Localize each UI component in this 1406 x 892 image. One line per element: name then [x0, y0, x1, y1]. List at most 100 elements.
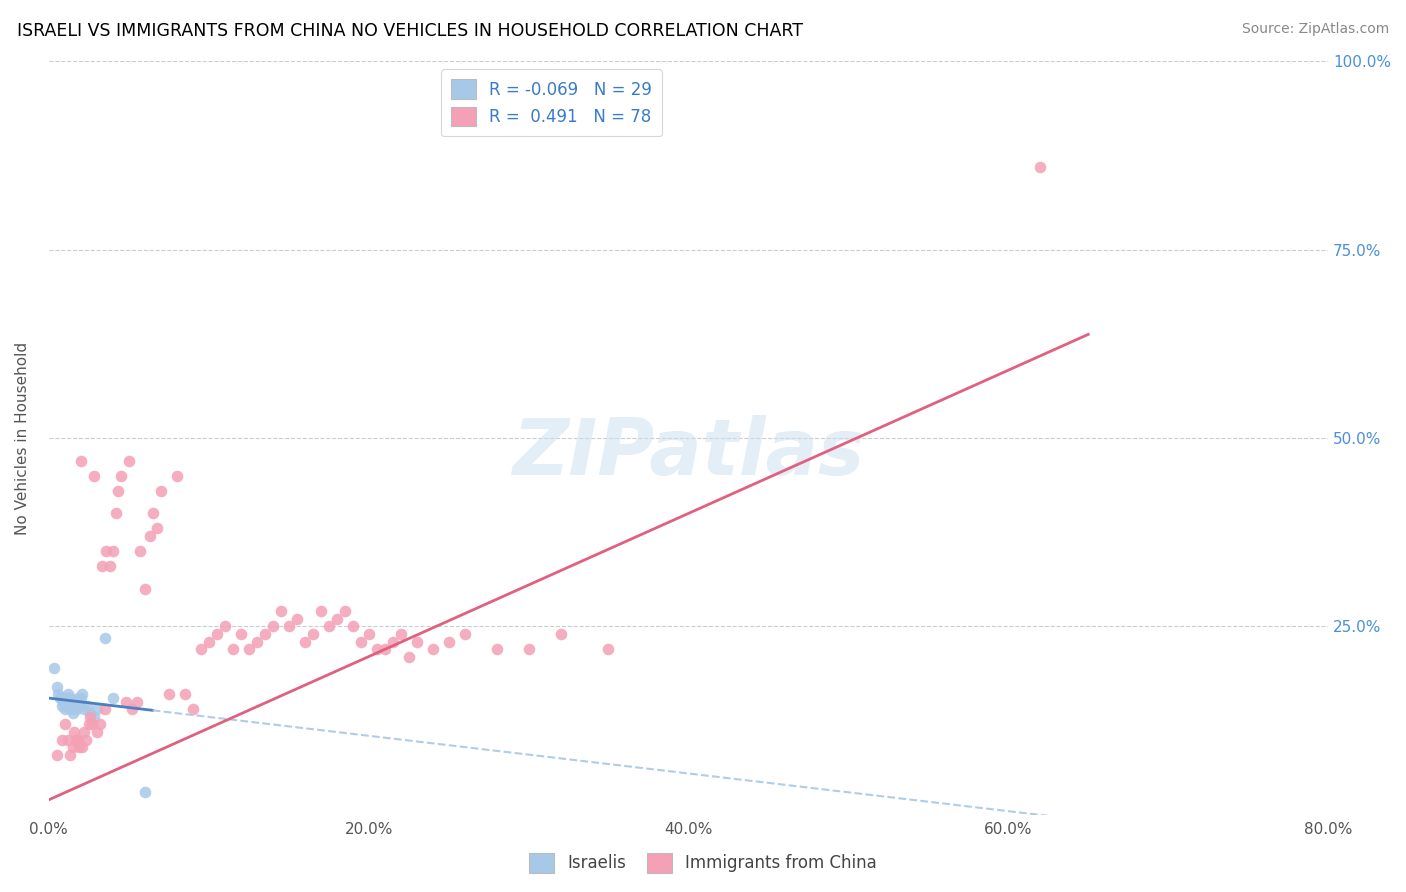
Point [76, 698, 98, 713]
Point [325, 612, 347, 626]
Point [381, 634, 404, 648]
Point [83, 468, 105, 483]
Point [67, 698, 90, 713]
Point [138, 529, 160, 543]
Point [89, 717, 111, 731]
Point [69, 453, 91, 467]
Point [110, 468, 132, 483]
Point [262, 619, 284, 633]
Point [79, 706, 101, 721]
Point [485, 642, 508, 657]
Point [53, 691, 76, 706]
Point [73, 725, 96, 739]
Point [517, 642, 540, 657]
Point [389, 627, 412, 641]
Text: ZIPatlas: ZIPatlas [512, 415, 865, 491]
Point [405, 634, 427, 648]
Point [101, 691, 124, 706]
Point [45, 747, 67, 762]
Point [221, 642, 243, 657]
Point [60, 702, 83, 716]
Point [190, 642, 212, 657]
Point [96, 544, 118, 558]
Point [246, 634, 269, 648]
Point [214, 619, 236, 633]
Point [107, 483, 129, 498]
Point [66, 732, 89, 747]
Point [101, 544, 124, 558]
Point [80, 717, 103, 731]
Point [42, 661, 65, 675]
Point [53, 702, 76, 716]
Point [398, 649, 420, 664]
Point [58, 691, 80, 706]
Point [142, 507, 165, 521]
Point [66, 691, 89, 706]
Point [333, 604, 356, 618]
Point [86, 725, 108, 739]
Point [238, 642, 260, 657]
Point [301, 627, 323, 641]
Text: Source: ZipAtlas.com: Source: ZipAtlas.com [1241, 22, 1389, 37]
Point [318, 619, 340, 633]
Point [277, 619, 299, 633]
Point [437, 634, 460, 648]
Point [253, 627, 276, 641]
Point [598, 642, 620, 657]
Point [149, 483, 172, 498]
Point [53, 717, 76, 731]
Point [65, 732, 87, 747]
Point [51, 691, 73, 706]
Point [349, 634, 371, 648]
Point [294, 634, 316, 648]
Point [134, 582, 156, 596]
Point [75, 732, 97, 747]
Point [342, 619, 364, 633]
Point [55, 698, 77, 713]
Point [121, 702, 143, 716]
Point [285, 612, 308, 626]
Point [93, 702, 115, 716]
Point [173, 687, 195, 701]
Point [166, 468, 188, 483]
Point [357, 627, 380, 641]
Point [62, 706, 84, 721]
Point [90, 559, 112, 574]
Point [157, 687, 180, 701]
Point [181, 702, 204, 716]
Point [83, 710, 105, 724]
Legend: Israelis, Immigrants from China: Israelis, Immigrants from China [523, 847, 883, 880]
Text: ISRAELI VS IMMIGRANTS FROM CHINA NO VEHICLES IN HOUSEHOLD CORRELATION CHART: ISRAELI VS IMMIGRANTS FROM CHINA NO VEHI… [17, 22, 803, 40]
Point [72, 687, 94, 701]
Point [453, 627, 475, 641]
Point [63, 698, 86, 713]
Legend: R = -0.069   N = 29, R =  0.491   N = 78: R = -0.069 N = 29, R = 0.491 N = 78 [441, 70, 662, 136]
Point [93, 631, 115, 645]
Point [72, 740, 94, 755]
Point [129, 544, 152, 558]
Point [98, 559, 121, 574]
Point [104, 507, 127, 521]
Point [45, 680, 67, 694]
Point [62, 740, 84, 755]
Point [65, 702, 87, 716]
Point [197, 634, 219, 648]
Point [77, 717, 100, 731]
Point [51, 732, 73, 747]
Point [69, 691, 91, 706]
Point [309, 604, 332, 618]
Point [114, 695, 136, 709]
Point [86, 702, 108, 716]
Point [374, 642, 396, 657]
Point [56, 732, 79, 747]
Y-axis label: No Vehicles in Household: No Vehicles in Household [15, 342, 30, 534]
Point [58, 747, 80, 762]
Point [62, 695, 84, 709]
Point [422, 642, 444, 657]
Point [146, 521, 169, 535]
Point [205, 627, 228, 641]
Point [73, 702, 96, 716]
Point [134, 785, 156, 799]
Point [229, 627, 252, 641]
Point [46, 687, 69, 701]
